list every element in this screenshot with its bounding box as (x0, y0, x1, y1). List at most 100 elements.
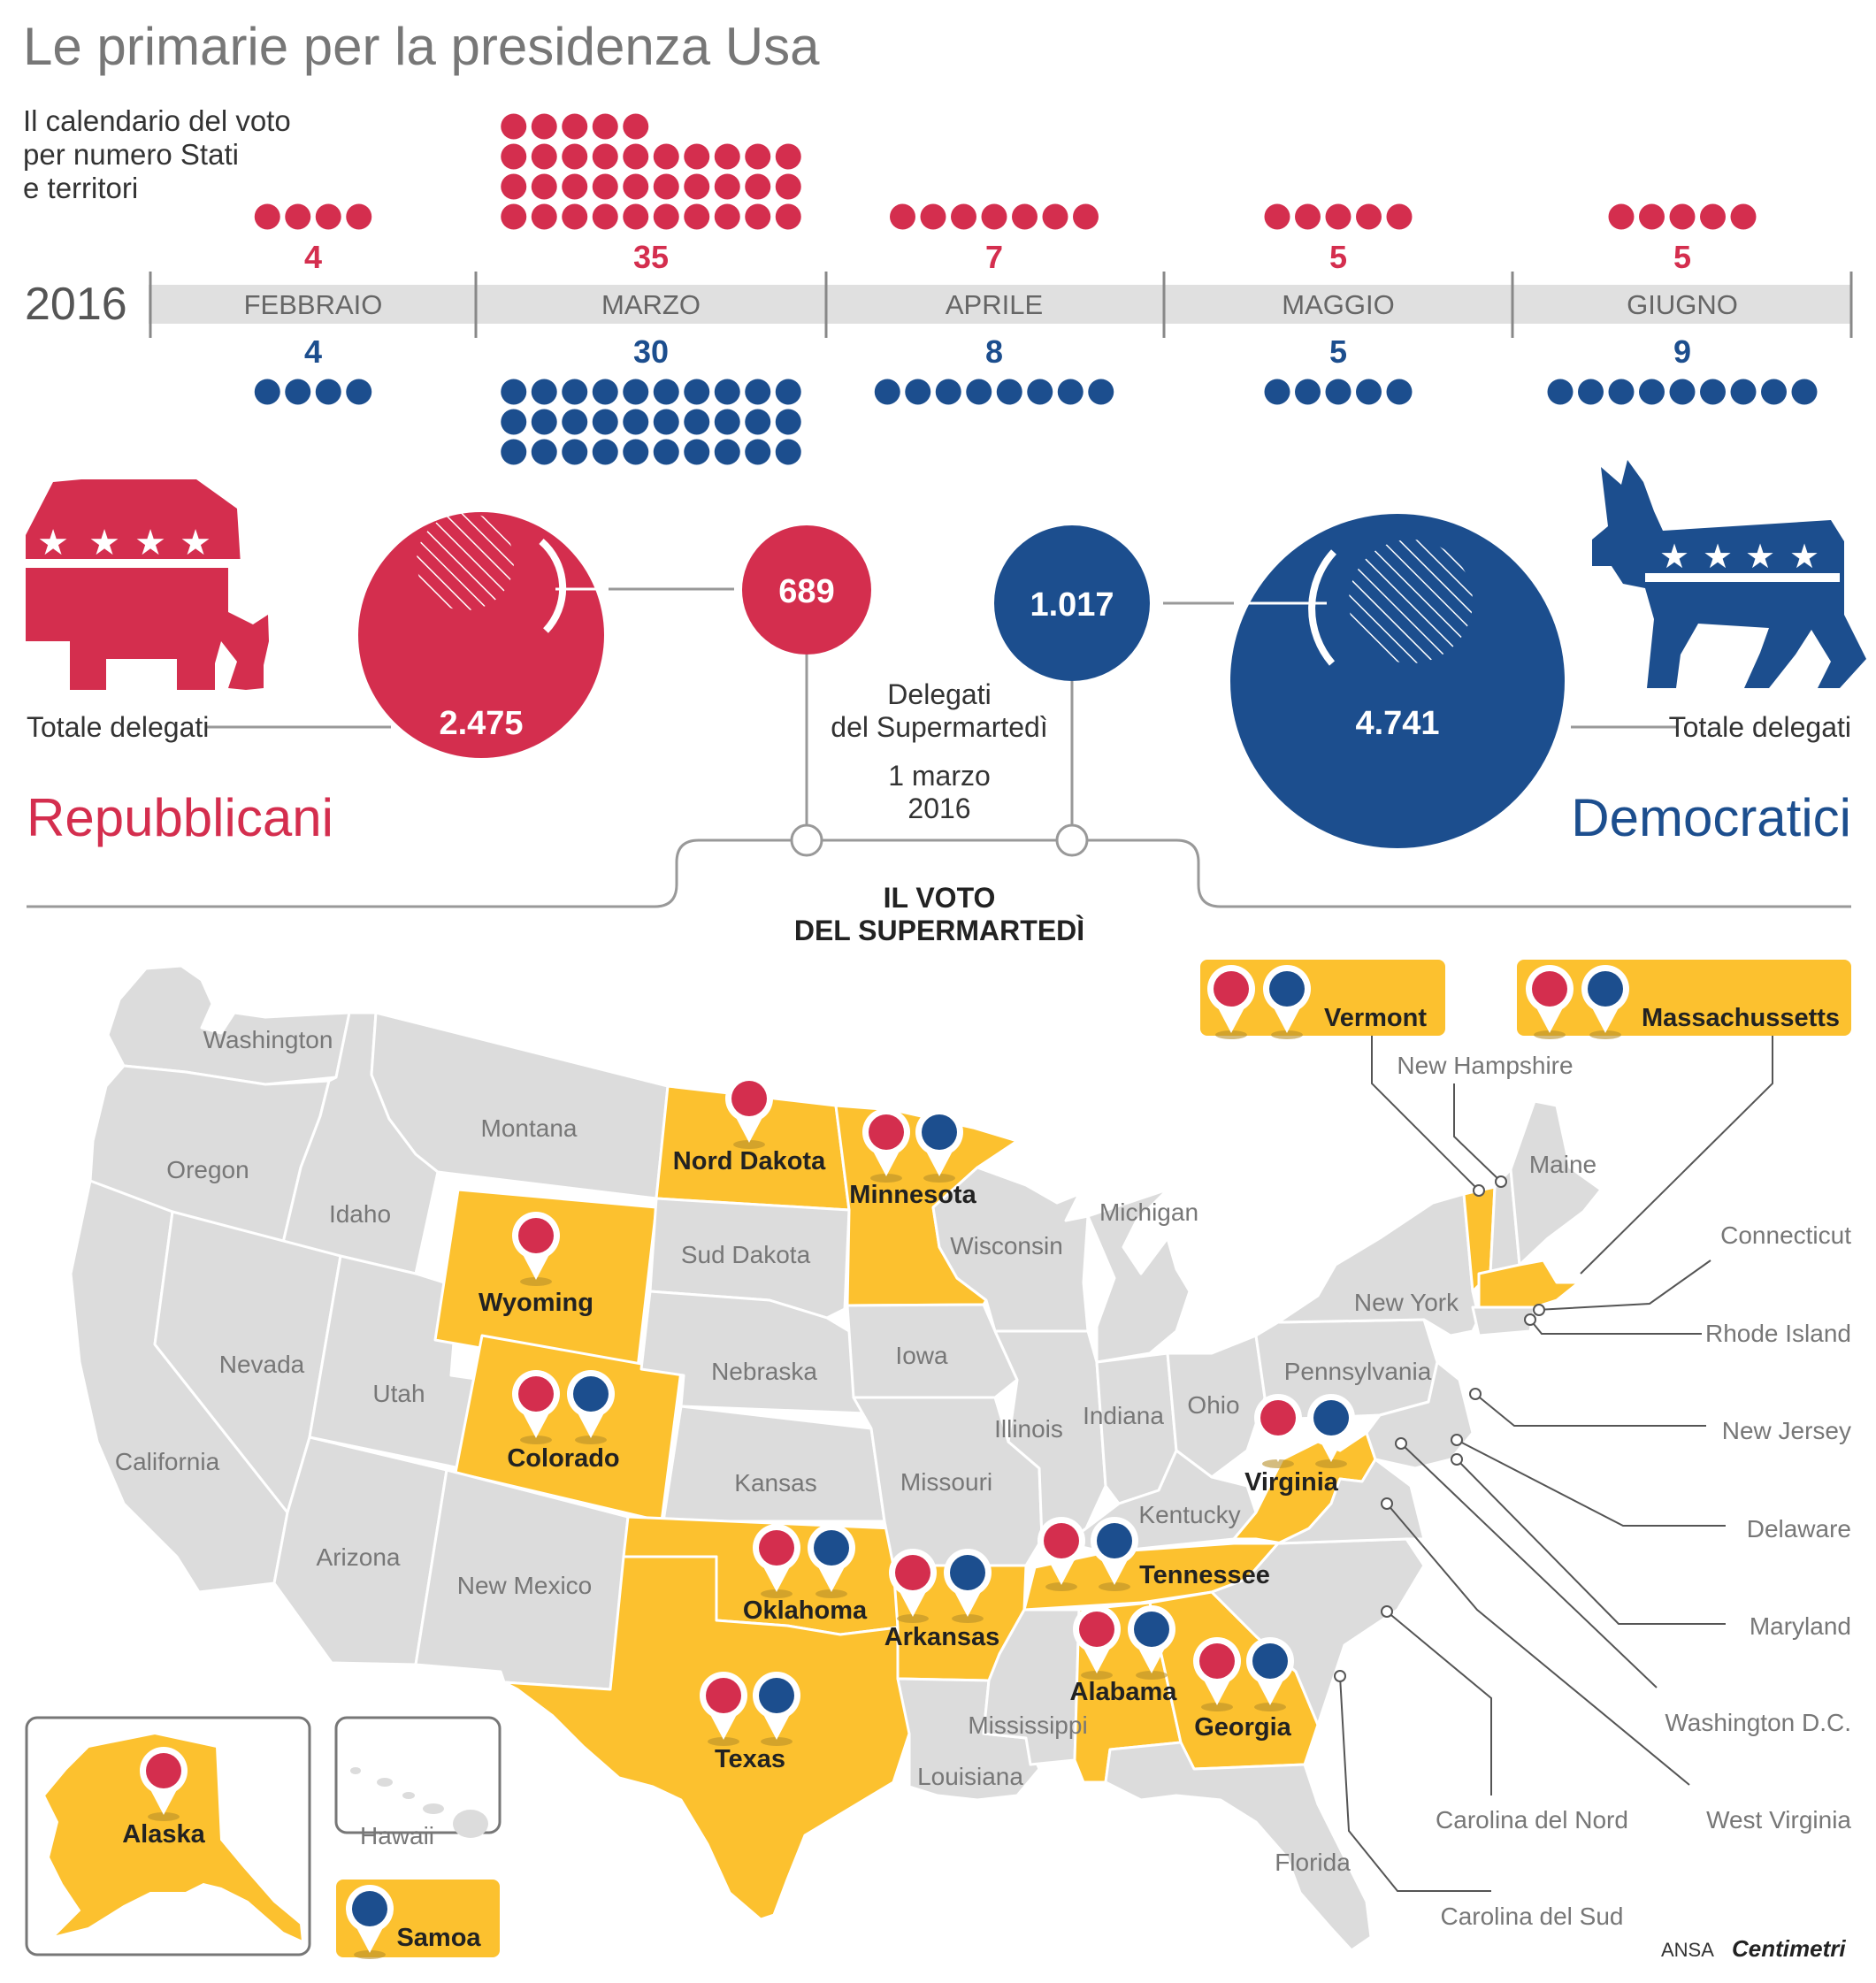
republican-pin-icon (512, 1370, 560, 1444)
st-date-line: 2016 (907, 792, 970, 824)
label-alaska: Alaska (122, 1820, 205, 1849)
republican-pin-icon (725, 1075, 773, 1149)
rep-state-count: 5 (1329, 239, 1347, 275)
state-count-dot (1295, 203, 1321, 230)
label-indiana: Indiana (1083, 1402, 1164, 1429)
republican-pin-icon (889, 1549, 937, 1623)
state-count-dot (1325, 379, 1351, 405)
donkey-icon: ★ ★ ★ ★ (1592, 460, 1866, 688)
state-count-dot (1386, 379, 1413, 405)
supertuesday-connector (27, 655, 1851, 908)
republican-pin-icon (140, 1747, 188, 1821)
label-missouri: Missouri (900, 1468, 992, 1496)
rep-state-count: 5 (1673, 239, 1691, 275)
state-mid-atlantic (1365, 1360, 1474, 1470)
label-california: California (115, 1448, 220, 1475)
rep-state-count: 35 (633, 239, 669, 275)
state-count-dot (562, 409, 588, 435)
state-count-dot (592, 439, 618, 465)
state-count-dot (623, 143, 649, 170)
svg-text:★: ★ (37, 524, 69, 563)
label-pennsylvania: Pennsylvania (1284, 1358, 1432, 1385)
state-count-dot (592, 173, 618, 200)
state-count-dot (1325, 203, 1351, 230)
callout-dots (1334, 1175, 1545, 1682)
st-label-line: del Supermartedì (831, 711, 1047, 743)
state-count-dot (623, 203, 649, 230)
label-oklahoma: Oklahoma (743, 1596, 868, 1625)
democratic-delegates: 1.017 4.741 Totale delegati Democratici (994, 514, 1851, 848)
label-maine: Maine (1529, 1151, 1597, 1178)
dem-total-label: Totale delegati (1669, 711, 1851, 743)
state-count-dot (562, 203, 588, 230)
supertuesday-label: Delegati del Supermartedì (831, 678, 1047, 743)
svg-text:★: ★ (1745, 539, 1775, 576)
state-count-dot (775, 173, 801, 200)
month-label: MAGGIO (1282, 289, 1394, 320)
state-texas[interactable] (502, 1555, 911, 1921)
republican-pin-icon (1526, 965, 1574, 1039)
dem-party-name: Democratici (1571, 788, 1851, 847)
state-count-dot (653, 379, 679, 405)
democrat-pin-icon (944, 1549, 992, 1623)
rep-supertuesday-share (417, 513, 514, 610)
state-count-dot (874, 379, 900, 405)
state-count-dot (714, 379, 740, 405)
state-count-dot (592, 409, 618, 435)
state-count-dot (684, 439, 710, 465)
label-montana: Montana (481, 1114, 578, 1142)
state-east-coast (1276, 1458, 1426, 1545)
democrat-pin-icon (1246, 1637, 1294, 1711)
st-heading-line: DEL SUPERMARTEDÌ (794, 915, 1084, 946)
label-louisiana: Louisiana (917, 1763, 1023, 1790)
democrat-pin-icon (1581, 965, 1629, 1039)
credit-agency: ANSA (1661, 1939, 1714, 1961)
state-count-dot (562, 143, 588, 170)
dem-state-count: 8 (985, 333, 1003, 370)
label-mississippi: Mississippi (968, 1711, 1087, 1739)
state-count-dot (1264, 203, 1290, 230)
supertuesday-date: 1 marzo 2016 (888, 760, 991, 824)
state-count-dot (745, 379, 771, 405)
label-arizona: Arizona (317, 1543, 401, 1571)
hawaii-inset (334, 1716, 502, 1838)
state-count-dot (653, 203, 679, 230)
label-tennessee: Tennessee (1139, 1561, 1270, 1589)
state-count-dot (1730, 203, 1757, 230)
republican-pin-icon (1193, 1637, 1241, 1711)
state-count-dot (531, 379, 557, 405)
state-count-dot (531, 203, 557, 230)
republican-pin-icon (512, 1212, 560, 1286)
label-carolina-del-nord: Carolina del Nord (1436, 1806, 1628, 1834)
label-minnesota: Minnesota (849, 1181, 976, 1209)
state-count-dot (501, 113, 527, 140)
democrat-pin-icon (1128, 1605, 1175, 1680)
label-new-mexico: New Mexico (457, 1572, 592, 1599)
state-count-dot (745, 439, 771, 465)
state-count-dot (285, 379, 311, 405)
democrat-pin-icon (1091, 1517, 1138, 1591)
state-count-dot (714, 409, 740, 435)
state-florida (1104, 1741, 1373, 1952)
state-count-dot (1730, 379, 1757, 405)
state-southern-new-england (1471, 1305, 1536, 1337)
svg-text:★: ★ (134, 524, 166, 563)
state-count-dot (1386, 203, 1413, 230)
dem-state-count: 5 (1329, 333, 1347, 370)
st-label-line: Delegati (887, 678, 991, 710)
state-count-dot (1700, 379, 1726, 405)
state-count-dot (966, 379, 992, 405)
page-title: Le primarie per la presidenza Usa (23, 17, 820, 76)
republican-pin-icon (753, 1524, 800, 1598)
state-count-dot (562, 113, 588, 140)
state-count-dot (501, 173, 527, 200)
state-count-dot (996, 379, 1022, 405)
democrat-pin-icon (915, 1108, 963, 1183)
state-count-dot (1547, 379, 1574, 405)
republican-pin-icon (1254, 1394, 1302, 1468)
state-count-dot (775, 439, 801, 465)
state-count-dot (592, 143, 618, 170)
state-count-dot (1042, 203, 1068, 230)
label-ohio: Ohio (1187, 1391, 1239, 1419)
